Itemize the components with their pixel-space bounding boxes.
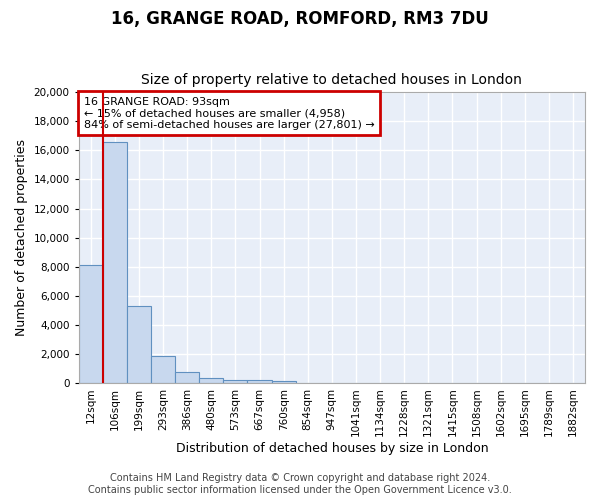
Title: Size of property relative to detached houses in London: Size of property relative to detached ho… [142, 73, 522, 87]
X-axis label: Distribution of detached houses by size in London: Distribution of detached houses by size … [176, 442, 488, 455]
Bar [127, 306, 151, 383]
Bar [199, 378, 223, 383]
Bar [272, 381, 296, 383]
Bar [79, 265, 103, 383]
Text: 16, GRANGE ROAD, ROMFORD, RM3 7DU: 16, GRANGE ROAD, ROMFORD, RM3 7DU [111, 10, 489, 28]
Bar [151, 356, 175, 383]
Bar [247, 380, 272, 383]
Bar [175, 372, 199, 383]
Text: 16 GRANGE ROAD: 93sqm
← 15% of detached houses are smaller (4,958)
84% of semi-d: 16 GRANGE ROAD: 93sqm ← 15% of detached … [84, 96, 374, 130]
Bar [103, 142, 127, 383]
Text: Contains HM Land Registry data © Crown copyright and database right 2024.
Contai: Contains HM Land Registry data © Crown c… [88, 474, 512, 495]
Y-axis label: Number of detached properties: Number of detached properties [15, 139, 28, 336]
Bar [223, 380, 247, 383]
